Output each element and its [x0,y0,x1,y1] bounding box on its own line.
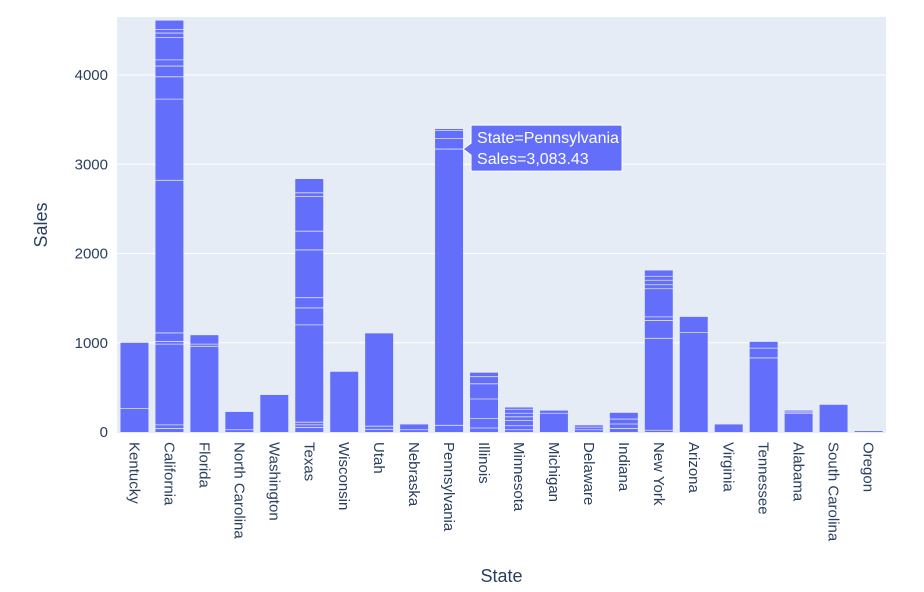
x-tick-label: Nebraska [405,442,422,507]
x-tick-label: Delaware [580,442,597,505]
bar-nebraska[interactable] [400,424,429,432]
tooltip-line-sales: Sales=3,083.43 [477,151,589,168]
x-tick-label: Alabama [790,442,807,502]
bar-oregon[interactable] [854,431,883,432]
x-tick-label: Tennessee [755,442,772,515]
hover-tooltip: State=Pennsylvania Sales=3,083.43 [462,124,623,172]
y-tick-label: 2000 [75,246,108,263]
x-tick-label: Utah [370,442,387,474]
bar-indiana[interactable] [609,412,638,432]
bar-delaware[interactable] [574,425,603,432]
x-tick-label: California [160,442,177,506]
y-tick-label: 0 [100,424,108,441]
x-tick-label: Virginia [720,442,737,492]
bar-south-carolina[interactable] [819,404,848,432]
bar-new-york[interactable] [644,270,673,432]
x-tick-label: Minnesota [510,442,527,512]
bar-kentucky[interactable] [120,342,149,432]
y-axis-ticks: 0 1000 2000 3000 4000 [75,67,108,441]
tooltip-box [462,124,623,172]
x-tick-label: Indiana [615,442,632,492]
bar-texas[interactable] [295,178,324,432]
x-tick-label: Pennsylvania [440,442,457,532]
bar-minnesota[interactable] [504,407,533,432]
x-tick-label: Oregon [860,442,877,492]
x-tick-label: South Carolina [825,442,842,542]
x-tick-label: North Carolina [230,442,247,539]
x-tick-label: Florida [195,442,212,489]
bar-alabama[interactable] [784,410,813,432]
x-tick-label: Michigan [545,442,562,502]
y-axis-title: Sales [31,202,51,247]
x-tick-label: New York [650,442,667,506]
x-tick-label: Washington [265,442,282,521]
bar-wisconsin[interactable] [330,371,359,432]
bar-utah[interactable] [365,333,394,432]
bar-michigan[interactable] [539,410,568,432]
x-axis-title: State [480,566,522,586]
y-tick-label: 3000 [75,156,108,173]
bars [120,20,883,433]
bar-california[interactable] [155,20,184,433]
bar-arizona[interactable] [679,316,708,432]
x-tick-label: Arizona [685,442,702,494]
x-tick-label: Texas [300,442,317,481]
y-tick-label: 1000 [75,335,108,352]
bar-washington[interactable] [260,394,289,432]
bar-illinois[interactable] [470,372,499,432]
x-tick-label: Kentucky [125,442,142,504]
x-tick-label: Illinois [475,442,492,484]
bar-virginia[interactable] [714,424,743,432]
bar-north-carolina[interactable] [225,411,254,432]
bar-pennsylvania[interactable] [435,129,464,432]
bar-tennessee[interactable] [749,341,778,432]
x-tick-label: Wisconsin [335,442,352,510]
tooltip-line-state: State=Pennsylvania [477,130,619,147]
x-axis-ticks: Kentucky California Florida North Carolina W… [125,442,876,542]
bar-florida[interactable] [190,335,219,432]
y-tick-label: 4000 [75,67,108,84]
